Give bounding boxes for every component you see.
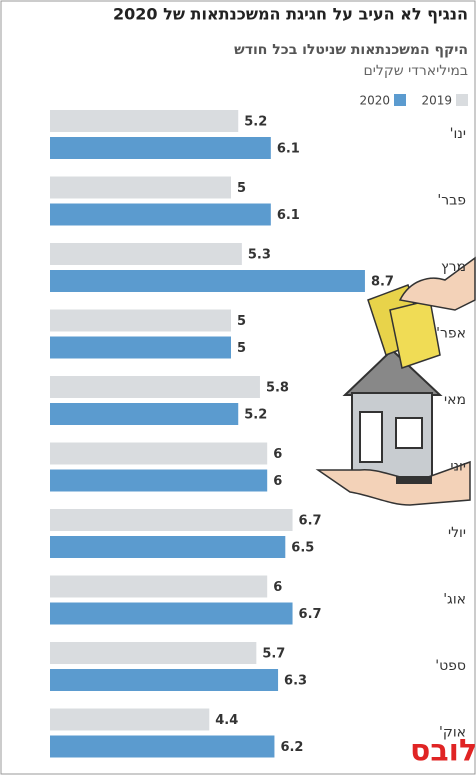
value-label: 6.7 (299, 607, 322, 622)
value-label: 6 (273, 474, 282, 489)
logo: גלובס (410, 734, 476, 769)
bar (50, 602, 293, 625)
category-label: אוק' (439, 725, 466, 741)
bar (50, 309, 231, 332)
value-label: 8.7 (371, 275, 394, 290)
value-label: 4.4 (215, 713, 238, 728)
value-label: 6.1 (277, 142, 300, 157)
legend-swatch (394, 94, 406, 106)
value-label: 5.8 (266, 381, 289, 396)
unit-label: במיליארדי שקלים (363, 63, 468, 79)
value-label: 5 (237, 341, 246, 356)
bar (50, 376, 260, 398)
chart-subtitle: היקף המשכנתאות שניטלו בכל חודש (234, 42, 468, 58)
legend-label: 2019 (421, 94, 452, 108)
bar (50, 642, 257, 664)
value-label: 6.2 (280, 740, 303, 755)
bar (50, 336, 231, 359)
legend-swatch (456, 94, 468, 106)
bar (50, 735, 275, 758)
value-label: 5.2 (244, 115, 267, 130)
category-label: יוני (450, 459, 466, 475)
category-label: אפר' (436, 326, 466, 342)
bar (50, 137, 271, 159)
category-label: מרץ (441, 259, 466, 275)
category-label: מאי (444, 392, 466, 408)
value-label: 5.2 (244, 408, 267, 423)
bar (50, 536, 286, 558)
category-label: פבר' (437, 193, 466, 209)
bar (50, 469, 268, 492)
value-label: 5.7 (262, 647, 285, 662)
bar (50, 509, 293, 531)
bar (50, 403, 239, 425)
illustration (315, 256, 476, 506)
bar (50, 176, 231, 199)
value-label: 5 (237, 314, 246, 329)
bar (50, 575, 268, 598)
value-label: 6.3 (284, 674, 307, 689)
value-label: 6.7 (299, 514, 322, 529)
category-label: ספט' (435, 658, 466, 674)
value-label: 6.1 (277, 208, 300, 223)
value-label: 5.3 (248, 248, 271, 263)
category-label: יולי (448, 525, 466, 541)
bar (50, 243, 242, 265)
bar (50, 110, 239, 132)
value-label: 6.5 (291, 541, 314, 556)
bar (50, 669, 279, 691)
bar (50, 708, 210, 731)
legend-label: 2020 (359, 94, 390, 108)
bar (50, 203, 271, 226)
category-label: ינו' (450, 126, 466, 142)
bar (50, 442, 268, 465)
category-label: אוג' (443, 592, 466, 608)
value-label: 5 (237, 181, 246, 196)
bar (50, 270, 365, 292)
value-label: 6 (273, 580, 282, 595)
chart-title: הנגיף לא העיב על חגיגת המשכנתאות של 2020 (113, 5, 468, 24)
value-label: 6 (273, 447, 282, 462)
